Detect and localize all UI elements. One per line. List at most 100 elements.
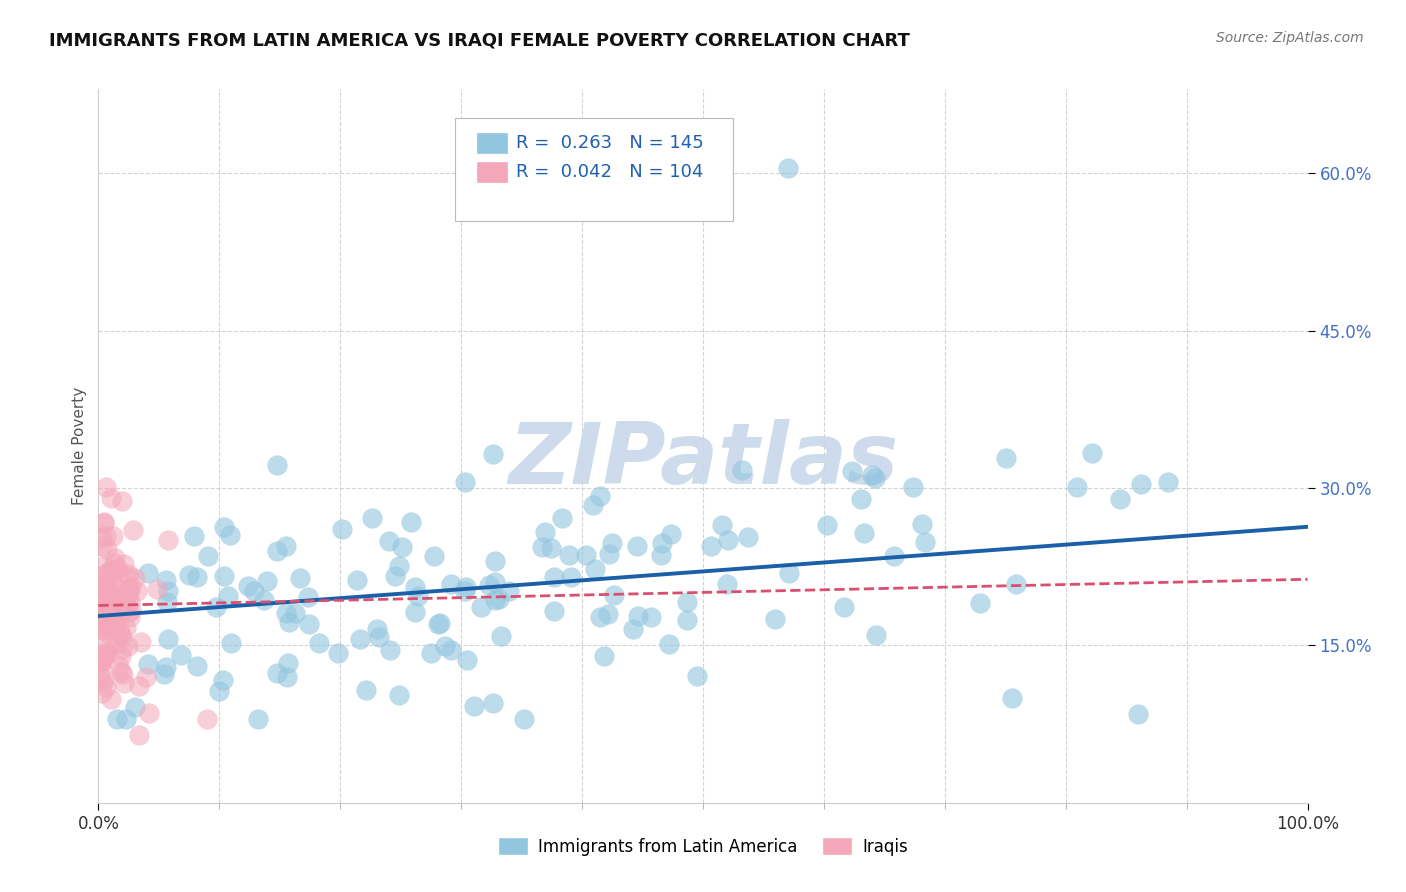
- Point: [1130, 477, 1153, 491]
- Point: [621, 622, 644, 636]
- Point: [100, 586, 122, 600]
- Point: [110, 665, 132, 679]
- Point: [1066, 480, 1088, 494]
- Point: [512, 712, 534, 726]
- Point: [717, 533, 740, 547]
- Point: [278, 615, 301, 629]
- Point: [498, 583, 520, 598]
- Point: [125, 584, 148, 599]
- Point: [111, 493, 134, 508]
- Point: [111, 667, 134, 681]
- Point: [284, 606, 307, 620]
- Point: [103, 556, 125, 570]
- Point: [112, 676, 135, 690]
- Point: [1005, 577, 1028, 591]
- Point: [97, 626, 120, 640]
- Point: [90, 624, 112, 638]
- Point: [478, 578, 501, 592]
- Point: [117, 639, 139, 653]
- Point: [640, 610, 662, 624]
- Point: [849, 492, 872, 507]
- Point: [155, 660, 177, 674]
- Point: [716, 577, 738, 591]
- Point: [308, 636, 330, 650]
- Point: [136, 566, 159, 581]
- Point: [651, 536, 673, 550]
- Point: [135, 670, 157, 684]
- Point: [104, 589, 127, 603]
- Point: [676, 595, 699, 609]
- Point: [489, 629, 512, 643]
- Point: [90, 584, 112, 599]
- Point: [100, 692, 122, 706]
- Point: [368, 630, 391, 644]
- Point: [1108, 492, 1130, 507]
- Point: [186, 658, 208, 673]
- Point: [627, 608, 650, 623]
- Point: [883, 549, 905, 563]
- Point: [484, 574, 506, 589]
- Point: [93, 649, 115, 664]
- Point: [90, 582, 112, 596]
- Point: [96, 529, 118, 543]
- Point: [440, 577, 463, 591]
- Point: [120, 610, 142, 624]
- Point: [115, 591, 138, 605]
- Point: [776, 161, 799, 175]
- Point: [93, 567, 115, 582]
- Point: [266, 458, 288, 472]
- Point: [543, 570, 565, 584]
- Point: [429, 615, 451, 630]
- Point: [118, 581, 141, 595]
- Point: [676, 613, 699, 627]
- Point: [834, 600, 856, 615]
- Point: [208, 684, 231, 698]
- Point: [456, 653, 478, 667]
- Point: [911, 516, 934, 531]
- Point: [349, 632, 371, 646]
- Point: [560, 570, 582, 584]
- Point: [100, 569, 122, 583]
- Point: [89, 654, 111, 668]
- Point: [543, 605, 565, 619]
- Point: [93, 558, 115, 573]
- Point: [96, 542, 118, 557]
- Point: [110, 626, 132, 640]
- Point: [93, 581, 115, 595]
- Point: [101, 592, 124, 607]
- Point: [246, 712, 269, 726]
- Point: [288, 571, 311, 585]
- Point: [256, 574, 278, 589]
- Point: [901, 480, 924, 494]
- Point: [534, 525, 557, 540]
- Point: [253, 593, 276, 607]
- Point: [330, 522, 353, 536]
- Point: [488, 592, 510, 607]
- Point: [94, 644, 117, 658]
- Point: [91, 674, 114, 689]
- Point: [454, 584, 477, 599]
- Point: [118, 586, 141, 600]
- Point: [1128, 706, 1150, 721]
- FancyBboxPatch shape: [456, 118, 734, 221]
- Point: [588, 609, 610, 624]
- Point: [128, 679, 150, 693]
- Point: [865, 628, 887, 642]
- Point: [484, 593, 506, 607]
- Point: [117, 566, 139, 581]
- Point: [101, 578, 124, 592]
- Point: [103, 578, 125, 592]
- Point: [711, 518, 734, 533]
- Point: [600, 536, 623, 550]
- Point: [101, 611, 124, 625]
- Point: [108, 658, 131, 673]
- Text: ZIPatlas: ZIPatlas: [508, 418, 898, 502]
- Point: [138, 706, 160, 720]
- Point: [91, 530, 114, 544]
- Point: [366, 622, 388, 636]
- Point: [195, 712, 218, 726]
- Point: [994, 451, 1017, 466]
- Point: [91, 686, 114, 700]
- Point: [1081, 445, 1104, 459]
- Point: [98, 619, 121, 633]
